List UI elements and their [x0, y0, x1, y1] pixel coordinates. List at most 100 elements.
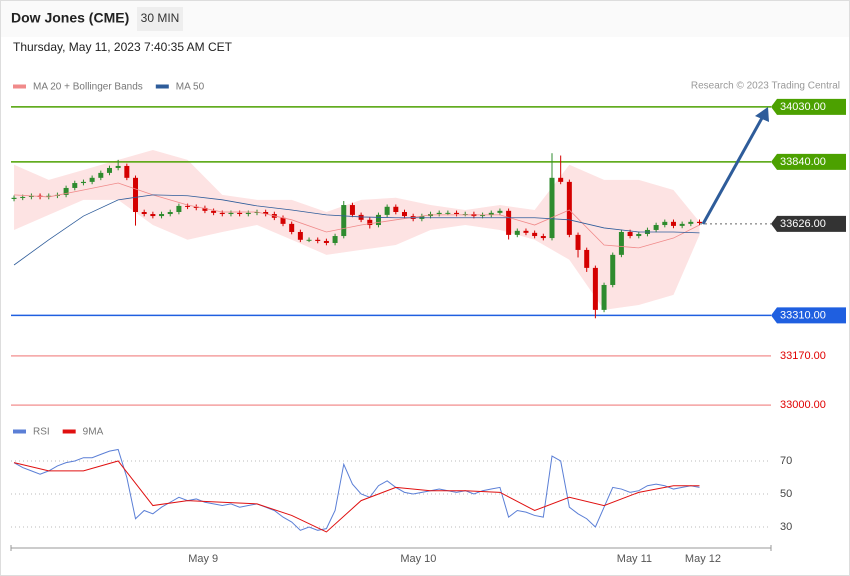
candle-body: [601, 284, 607, 310]
candle-body: [358, 214, 364, 220]
candle-body: [254, 211, 260, 213]
candle-body: [159, 214, 165, 217]
legend-label: RSI: [33, 427, 50, 438]
x-tick-label: May 12: [685, 553, 721, 565]
candle-body: [63, 187, 69, 195]
candle-body: [636, 234, 642, 237]
candle-body: [167, 211, 173, 215]
candle-body: [46, 195, 52, 197]
candle-body: [497, 210, 503, 213]
level-label-box: [771, 307, 846, 324]
candle-body: [28, 195, 34, 197]
candle-body: [176, 205, 182, 212]
rsi-tick-label: 30: [780, 521, 792, 533]
candle-body: [115, 165, 121, 168]
band-layer: [14, 150, 700, 310]
candle-body: [575, 234, 581, 250]
candle-body: [375, 214, 381, 226]
legend: MA 20 + Bollinger Bands MA 50 RSI 9MA: [13, 82, 205, 438]
rsi-line: [13, 448, 700, 531]
legend-swatch: [13, 429, 26, 434]
candle-body: [679, 223, 685, 226]
candle-body: [20, 196, 26, 198]
rsi-line: [13, 460, 700, 533]
candle-body: [480, 214, 486, 217]
candle-body: [384, 206, 390, 215]
candle-body: [332, 236, 338, 243]
x-tick-label: May 9: [188, 553, 218, 565]
candle-body: [202, 207, 208, 211]
candle-body: [211, 210, 217, 213]
chart-title: Dow Jones (CME): [11, 10, 129, 26]
candle-body: [697, 221, 703, 223]
price-layer: 34030.00 33840.00 33626.00 33310.00 33170.00…: [11, 98, 846, 411]
rsi-tick-label: 50: [780, 488, 792, 500]
candle-body: [89, 177, 95, 182]
candle-body: [662, 221, 668, 226]
candle-body: [549, 177, 555, 239]
legend-label: 9MA: [83, 427, 104, 438]
level-label-box: [771, 215, 846, 232]
timeframe: 30 MIN: [141, 11, 180, 25]
level-label: 33000.00: [780, 399, 826, 411]
candle-body: [367, 219, 373, 226]
timeframe-box: [137, 7, 183, 31]
candle-body: [566, 181, 572, 235]
candle-body: [540, 236, 546, 239]
projection-arrow: [701, 117, 764, 225]
level-label-box: [771, 98, 846, 115]
candle-body: [349, 205, 355, 215]
candle-body: [263, 211, 269, 215]
candle-body: [193, 206, 199, 208]
legend-swatch: [62, 429, 76, 434]
candle-body: [584, 249, 590, 268]
candle-body: [592, 267, 598, 310]
candle-body: [141, 211, 147, 215]
x-tick-label: May 10: [400, 553, 436, 565]
level-label: 33310.00: [780, 309, 826, 321]
candle-body: [618, 231, 624, 255]
candle-body: [72, 183, 78, 188]
legend-label: MA 20 + Bollinger Bands: [33, 82, 143, 93]
x-tick-label: May 11: [617, 553, 652, 565]
rsi-tick-label: 70: [780, 455, 792, 467]
timestamp: Thursday, May 11, 2023 7:40:35 AM CET: [13, 40, 233, 54]
candle-body: [245, 212, 251, 215]
candle-body: [688, 221, 694, 224]
candle-body: [393, 206, 399, 212]
ma-line: [14, 182, 700, 249]
candle-body: [670, 221, 676, 226]
candle-body: [106, 167, 112, 173]
candle-body: [280, 217, 286, 224]
candle-body: [341, 205, 347, 237]
projection-arrowhead: [755, 107, 769, 122]
bollinger-band: [14, 150, 700, 310]
candle-body: [506, 210, 512, 235]
candle-body: [228, 212, 234, 215]
level-label: 33626.00: [780, 218, 826, 230]
candle-body: [401, 211, 407, 217]
candle-body: [627, 231, 633, 237]
candle-body: [315, 239, 321, 241]
candle-body: [558, 177, 564, 182]
candle-body: [219, 212, 225, 215]
candle-body: [124, 165, 130, 178]
x-axis: May 9 May 10 May 11 May 12: [10, 545, 772, 565]
candle-body: [150, 214, 156, 217]
candle-body: [297, 231, 303, 240]
candle-body: [306, 239, 312, 241]
candle-body: [237, 212, 243, 215]
candle-body: [454, 212, 460, 215]
candle-body: [185, 205, 191, 207]
candle-body: [653, 225, 659, 230]
candle-body: [289, 223, 295, 232]
candle-body: [436, 212, 442, 215]
candle-body: [532, 232, 538, 237]
candle-body: [98, 172, 104, 178]
candle-body: [514, 230, 520, 235]
legend-swatch: [13, 84, 26, 89]
candle-body: [11, 197, 17, 199]
